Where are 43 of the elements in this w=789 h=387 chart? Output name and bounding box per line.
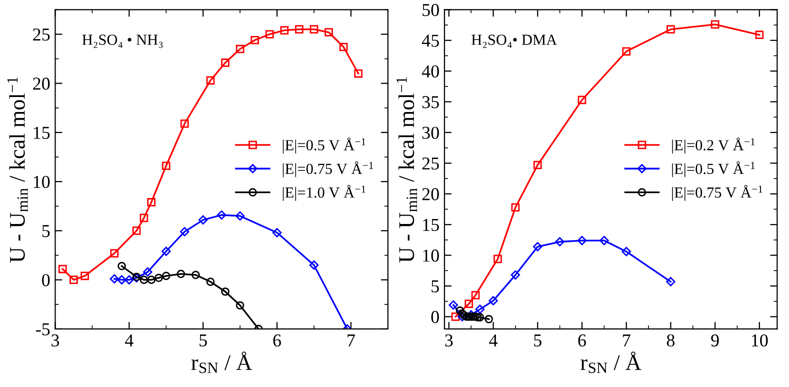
- y-tick-label: 10: [423, 250, 439, 262]
- y-axis-title: U - U$_{min}$ / kcal mol$^{−1}$: [7, 77, 28, 263]
- y-tick-label: 25: [33, 28, 50, 41]
- y-tick-label: 50: [422, 4, 439, 16]
- legend-label: |E|=0.75 V Å$^{−1}$: [672, 184, 762, 201]
- x-tick-label: 10: [752, 334, 768, 347]
- y-tick-label: 15: [34, 126, 50, 139]
- x-tick-label: 6: [273, 334, 281, 347]
- y-tick-label: 20: [33, 78, 50, 90]
- x-tick-label: 7: [348, 334, 355, 346]
- legend-label: |E|=0.75 V Å$^{−1}$: [282, 161, 374, 178]
- x-axis-title: r$_{SN}$ / Å: [580, 352, 642, 374]
- x-tick-label: 7: [623, 334, 630, 346]
- y-tick-label: 30: [422, 126, 439, 139]
- y-tick-label: 10: [34, 176, 50, 188]
- y-tick-label: 25: [422, 157, 439, 170]
- y-tick-label: 0: [431, 310, 439, 324]
- y-tick-label: 20: [422, 188, 439, 200]
- y-tick-label: 5: [42, 225, 50, 238]
- x-tick-label: 5: [534, 334, 542, 347]
- x-tick-label: 4: [125, 334, 134, 346]
- x-tick-label: 8: [666, 334, 675, 347]
- x-tick-label: 3: [445, 334, 453, 347]
- x-axis-title: r$_{SN}$ / Å: [191, 352, 252, 374]
- annotation: H₂SO₄• DMA: [472, 34, 558, 48]
- legend-label: |E|=0.5 V Å$^{−1}$: [672, 161, 755, 178]
- y-tick-label: 15: [423, 218, 439, 232]
- y-axis-title: U - U$_{min}$ / kcal mol$^{−1}$: [396, 77, 417, 263]
- x-tick-label: 9: [711, 334, 719, 347]
- x-tick-label: 5: [200, 334, 207, 347]
- legend-label: |E|=1.0 V Å$^{−1}$: [282, 184, 366, 201]
- y-tick-label: 40: [422, 65, 439, 78]
- legend-label: |E|=0.2 V Å$^{−1}$: [672, 138, 755, 154]
- legend-label: |E|=0.5 V Å$^{−1}$: [282, 138, 366, 154]
- y-tick-label: 5: [432, 280, 439, 292]
- x-tick-label: 6: [578, 334, 586, 347]
- x-tick-label: 3: [52, 334, 60, 347]
- annotation: H₂SO₄ • NH₃: [82, 34, 163, 48]
- y-tick-label: -5: [36, 323, 50, 336]
- x-tick-label: 4: [489, 334, 498, 346]
- y-tick-label: 45: [422, 34, 439, 47]
- y-tick-label: 35: [422, 96, 439, 108]
- y-tick-label: 0: [42, 274, 50, 286]
